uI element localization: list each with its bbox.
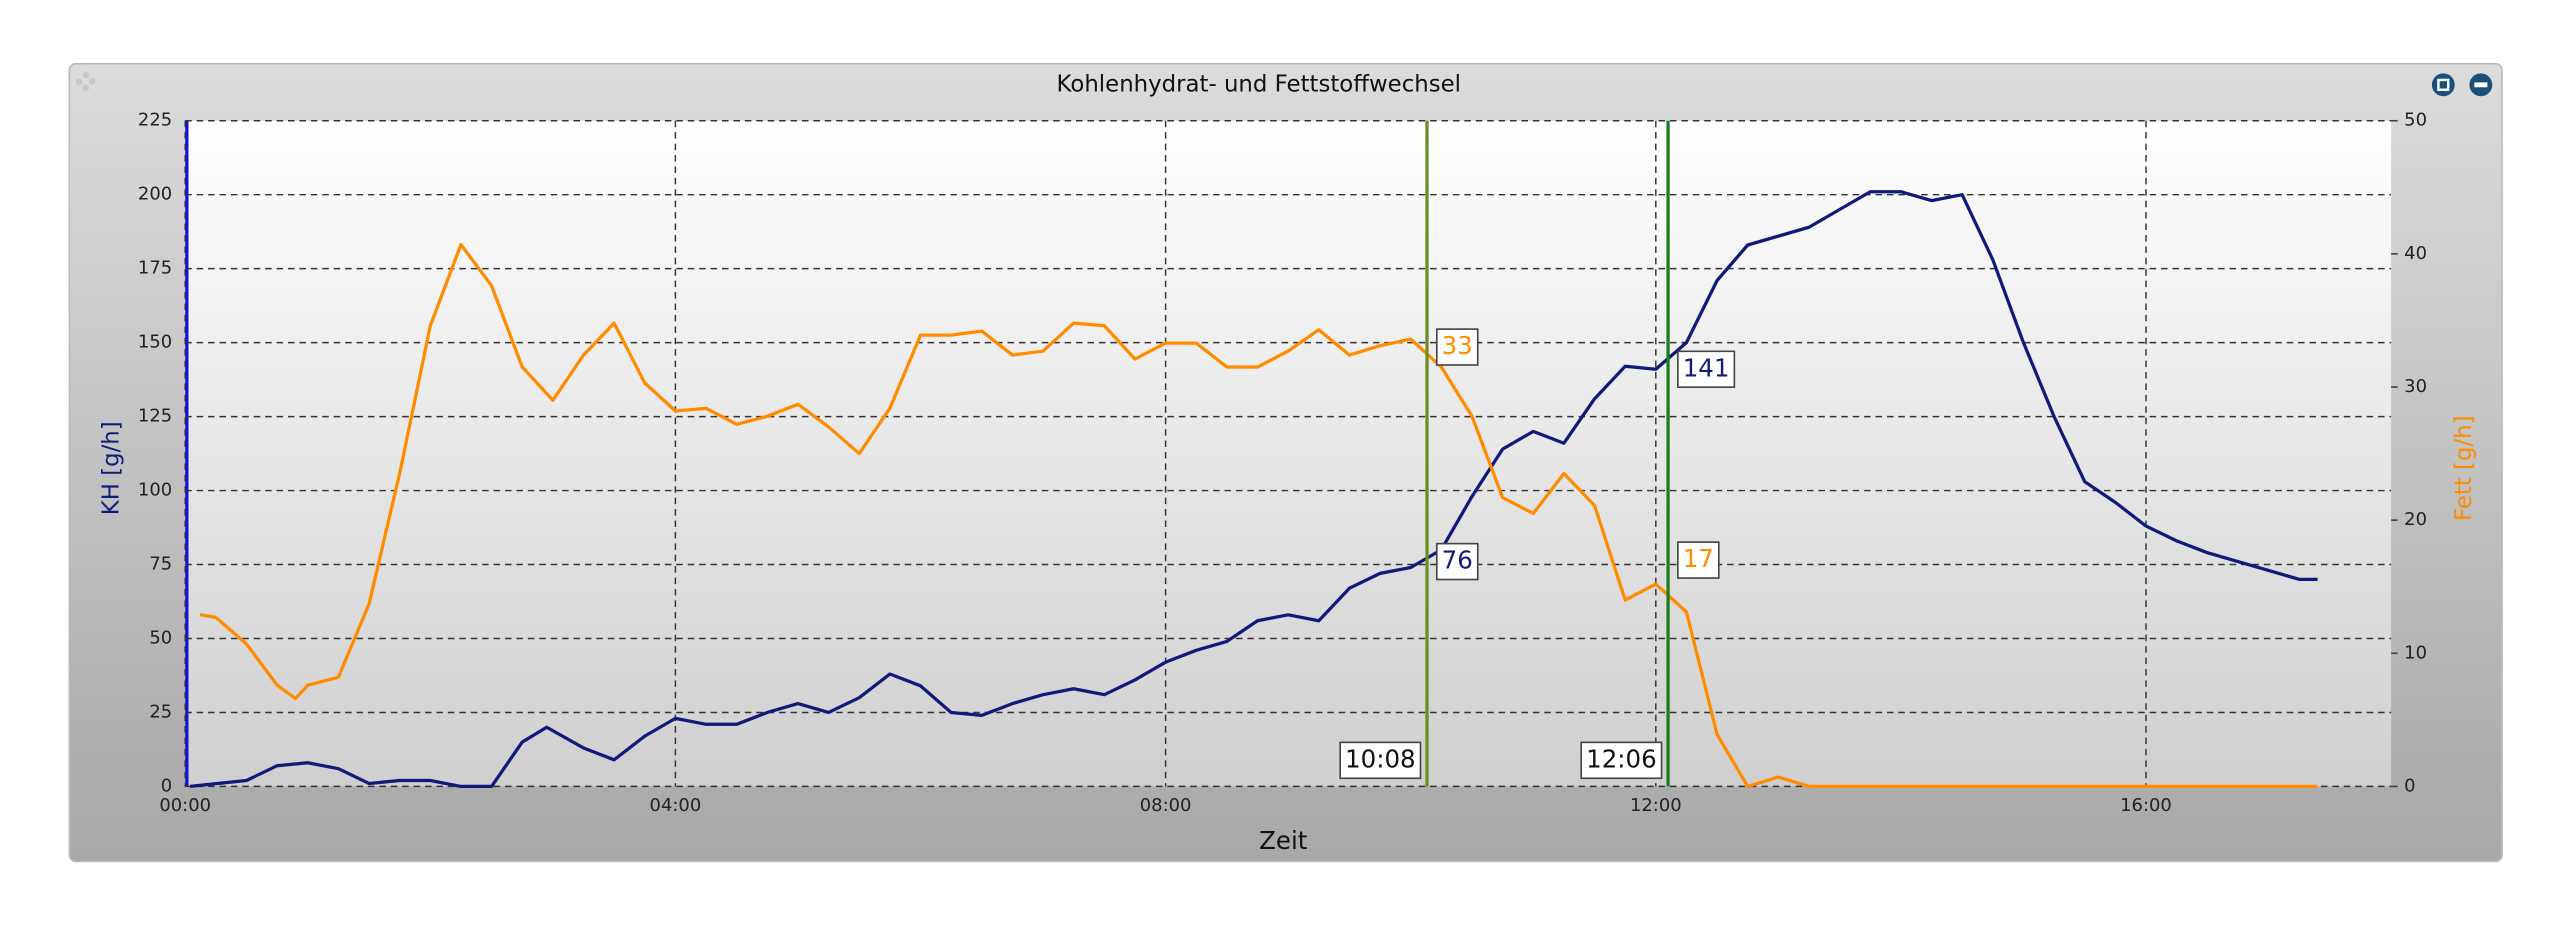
marker-time-label-text: 10:08 bbox=[1345, 744, 1416, 773]
y-tick-label: 150 bbox=[138, 332, 172, 353]
y-tick-label: 225 bbox=[138, 110, 172, 131]
minimize-icon bbox=[2474, 82, 2488, 88]
y-tick-label: 25 bbox=[149, 701, 172, 722]
y2-axis-label: Fett [g/h] bbox=[2451, 415, 2477, 521]
y-tick-label: 0 bbox=[161, 775, 172, 796]
x-tick-label: 08:00 bbox=[1140, 795, 1192, 816]
y2-tick-label: 40 bbox=[2404, 243, 2427, 264]
x-tick-label: 16:00 bbox=[2120, 795, 2172, 816]
data-line bbox=[189, 190, 2318, 789]
marker-value-label-box bbox=[1677, 541, 1720, 579]
y2-tick-label: 10 bbox=[2404, 642, 2427, 663]
marker-value-label-text: 33 bbox=[1442, 331, 1473, 360]
y2-tick-label: 20 bbox=[2404, 509, 2427, 530]
y-tick-label: 125 bbox=[138, 406, 172, 427]
y-tick-label: 75 bbox=[149, 554, 172, 575]
spinner-icon bbox=[75, 71, 96, 92]
marker-value-label-text: 17 bbox=[1683, 544, 1714, 573]
marker-time-label-box bbox=[1580, 741, 1663, 780]
x-tick-label: 04:00 bbox=[650, 795, 702, 816]
marker-time-label: 12:06 bbox=[1580, 741, 1663, 780]
y-tick-label: 175 bbox=[138, 258, 172, 279]
data-line bbox=[199, 242, 2318, 789]
marker-value-label-box bbox=[1435, 328, 1479, 366]
y2-tick-label: 30 bbox=[2404, 376, 2427, 397]
restore-icon bbox=[2437, 78, 2450, 91]
y-tick-label: 50 bbox=[149, 627, 172, 648]
x-axis-label: Zeit bbox=[1259, 826, 1308, 855]
marker-value-label-text: 76 bbox=[1442, 546, 1473, 575]
marker-value-label: 17 bbox=[1677, 541, 1720, 579]
marker-value-label-text: 141 bbox=[1683, 353, 1730, 382]
marker-value-label: 141 bbox=[1677, 350, 1736, 389]
marker-value-label-box bbox=[1435, 542, 1479, 581]
marker-time-label-text: 12:06 bbox=[1586, 744, 1657, 773]
window-buttons[interactable] bbox=[2431, 73, 2493, 97]
x-tick-label: 12:00 bbox=[1630, 795, 1682, 816]
marker-value-label-box bbox=[1677, 350, 1736, 389]
marker-value-label: 76 bbox=[1435, 542, 1479, 581]
y2-tick-label: 50 bbox=[2404, 110, 2427, 131]
marker-time-label: 10:08 bbox=[1339, 741, 1422, 780]
restore-button[interactable] bbox=[2431, 73, 2455, 97]
x-tick-label: 00:00 bbox=[159, 795, 211, 816]
y-axis-label: KH [g/h] bbox=[98, 421, 124, 515]
marker-value-label: 33 bbox=[1435, 328, 1479, 366]
marker-time-label-box bbox=[1339, 741, 1422, 780]
y-tick-label: 200 bbox=[138, 184, 172, 205]
plot-area bbox=[185, 120, 2392, 787]
y2-tick-label: 0 bbox=[2404, 775, 2415, 796]
chart-title: Kohlenhydrat- und Fettstoffwechsel bbox=[1057, 71, 1461, 97]
y-tick-label: 100 bbox=[138, 480, 172, 501]
